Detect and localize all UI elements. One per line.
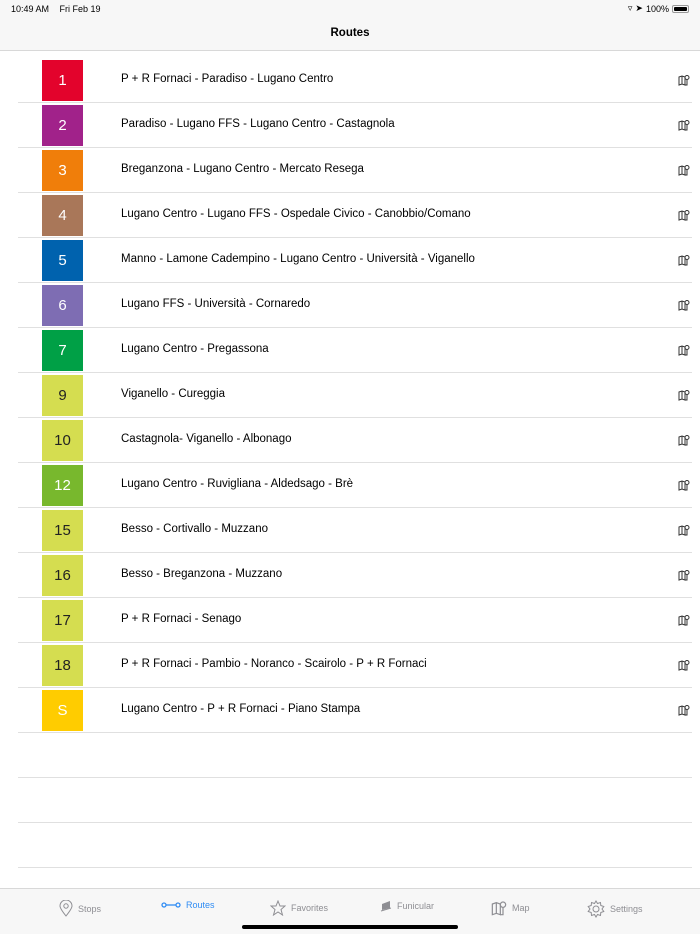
route-row[interactable]: 1 P + R Fornaci - Paradiso - Lugano Cent…: [18, 58, 692, 103]
status-time: 10:49 AM: [11, 4, 50, 14]
location-icon: ➤: [635, 3, 643, 13]
star-icon: [270, 900, 286, 916]
funicular-icon: [380, 900, 392, 912]
tab-label: Funicular: [397, 901, 435, 911]
map-icon[interactable]: [678, 73, 690, 86]
status-date: Fri Feb 19: [59, 4, 101, 14]
empty-row: [18, 823, 692, 868]
route-name: Manno - Lamone Cadempino - Lugano Centro…: [121, 253, 475, 265]
tab-label: Routes: [186, 900, 215, 910]
route-row[interactable]: 10 Castagnola- Viganello - Albonago: [18, 418, 692, 463]
route-number-badge: 15: [42, 510, 83, 551]
route-row[interactable]: 7 Lugano Centro - Pregassona: [18, 328, 692, 373]
tab-settings[interactable]: Settings: [587, 900, 643, 918]
map-icon[interactable]: [678, 478, 690, 491]
empty-row: [18, 778, 692, 823]
route-number-badge: S: [42, 690, 83, 731]
route-name: Lugano Centro - Lugano FFS - Ospedale Ci…: [121, 208, 471, 220]
routes-list: 1 P + R Fornaci - Paradiso - Lugano Cent…: [0, 58, 700, 913]
route-row[interactable]: 5 Manno - Lamone Cadempino - Lugano Cent…: [18, 238, 692, 283]
map-icon: [491, 900, 507, 916]
route-name: Besso - Cortivallo - Muzzano: [121, 523, 268, 535]
route-number-badge: 16: [42, 555, 83, 596]
map-icon[interactable]: [678, 253, 690, 266]
route-name: Breganzona - Lugano Centro - Mercato Res…: [121, 163, 364, 175]
route-name: Lugano FFS - Università - Cornaredo: [121, 298, 311, 310]
route-number-badge: 3: [42, 150, 83, 191]
tab-label: Map: [512, 903, 530, 913]
map-pin-icon: [59, 900, 73, 917]
route-number-badge: 9: [42, 375, 83, 416]
route-number-badge: 18: [42, 645, 83, 686]
map-icon[interactable]: [678, 568, 690, 581]
route-name: Paradiso - Lugano FFS - Lugano Centro - …: [121, 118, 395, 130]
tab-label: Stops: [78, 903, 102, 914]
route-name: P + R Fornaci - Senago: [121, 613, 242, 625]
route-number-badge: 12: [42, 465, 83, 506]
route-number-badge: 2: [42, 105, 83, 146]
home-indicator[interactable]: [242, 925, 458, 929]
map-icon[interactable]: [678, 388, 690, 401]
gear-icon: [587, 900, 605, 918]
route-row[interactable]: 12 Lugano Centro - Ruvigliana - Aldedsag…: [18, 463, 692, 508]
page-title: Routes: [330, 27, 370, 39]
route-name: Lugano Centro - Pregassona: [121, 343, 269, 355]
tab-favorites[interactable]: Favorites: [270, 900, 328, 916]
route-row[interactable]: S Lugano Centro - P + R Fornaci - Piano …: [18, 688, 692, 733]
status-bar-right: ▿ ➤ 100%: [628, 3, 689, 14]
route-number-badge: 4: [42, 195, 83, 236]
route-number-badge: 5: [42, 240, 83, 281]
map-icon[interactable]: [678, 658, 690, 671]
route-number-badge: 10: [42, 420, 83, 461]
route-row[interactable]: 18 P + R Fornaci - Pambio - Noranco - Sc…: [18, 643, 692, 688]
tab-label: Favorites: [291, 903, 329, 913]
empty-row: [18, 733, 692, 778]
map-icon[interactable]: [678, 433, 690, 446]
route-icon: [161, 901, 181, 909]
route-name: Besso - Breganzona - Muzzano: [121, 568, 283, 580]
map-icon[interactable]: [678, 613, 690, 626]
route-number-badge: 6: [42, 285, 83, 326]
route-row[interactable]: 16 Besso - Breganzona - Muzzano: [18, 553, 692, 598]
tab-map[interactable]: Map: [491, 900, 530, 916]
route-number-badge: 17: [42, 600, 83, 641]
route-number-badge: 1: [42, 60, 83, 101]
map-icon[interactable]: [678, 298, 690, 311]
map-icon[interactable]: [678, 208, 690, 221]
route-row[interactable]: 3 Breganzona - Lugano Centro - Mercato R…: [18, 148, 692, 193]
map-icon[interactable]: [678, 118, 690, 131]
route-row[interactable]: 15 Besso - Cortivallo - Muzzano: [18, 508, 692, 553]
tab-funicular[interactable]: Funicular: [380, 900, 434, 912]
route-row[interactable]: 9 Viganello - Cureggia: [18, 373, 692, 418]
map-icon[interactable]: [678, 703, 690, 716]
route-name: P + R Fornaci - Pambio - Noranco - Scair…: [121, 658, 427, 670]
route-name: Castagnola- Viganello - Albonago: [121, 433, 292, 445]
route-name: P + R Fornaci - Paradiso - Lugano Centro: [121, 73, 334, 85]
map-icon[interactable]: [678, 343, 690, 356]
route-name: Lugano Centro - P + R Fornaci - Piano St…: [121, 703, 361, 715]
navigation-bar: 10:49 AM Fri Feb 19 ▿ ➤ 100% Routes: [0, 0, 700, 51]
route-number-badge: 7: [42, 330, 83, 371]
route-row[interactable]: 4 Lugano Centro - Lugano FFS - Ospedale …: [18, 193, 692, 238]
map-icon[interactable]: [678, 163, 690, 176]
tab-routes[interactable]: Routes: [161, 900, 215, 910]
tab-label: Settings: [610, 904, 643, 914]
battery-percent: 100%: [645, 3, 669, 14]
status-bar-left: 10:49 AM Fri Feb 19: [11, 4, 109, 14]
route-row[interactable]: 6 Lugano FFS - Università - Cornaredo: [18, 283, 692, 328]
route-row[interactable]: 2 Paradiso - Lugano FFS - Lugano Centro …: [18, 103, 692, 148]
tab-stops[interactable]: Stops: [59, 900, 101, 917]
route-name: Viganello - Cureggia: [121, 388, 225, 400]
map-icon[interactable]: [678, 523, 690, 536]
route-name: Lugano Centro - Ruvigliana - Aldedsago -…: [121, 478, 354, 490]
route-row[interactable]: 17 P + R Fornaci - Senago: [18, 598, 692, 643]
wifi-icon: ▿: [627, 3, 633, 13]
battery-icon: [672, 4, 689, 13]
